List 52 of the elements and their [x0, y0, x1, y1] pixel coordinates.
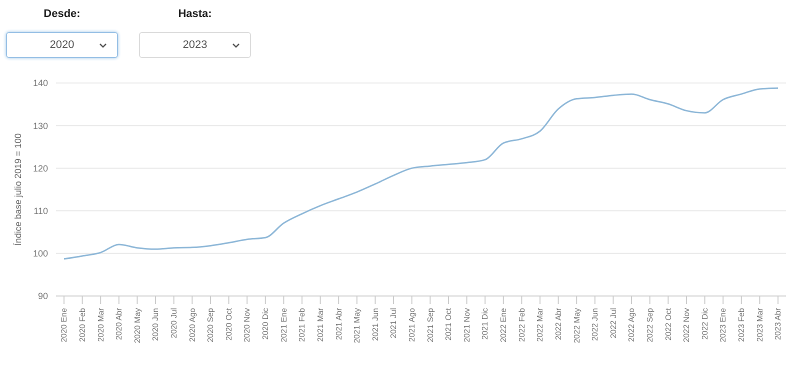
x-tick-label: 2022 Ago — [627, 307, 636, 342]
x-tick-label: 2023 Ene — [718, 307, 728, 342]
x-tick-label: 2021 Dic — [480, 308, 490, 340]
x-tick-label: 2020 May — [132, 308, 142, 344]
x-tick-label: 2021 Mar — [316, 308, 325, 342]
x-tick-label: 2021 Oct — [444, 307, 454, 340]
y-tick-label: 130 — [32, 120, 48, 131]
x-tick-label: 2021 May — [352, 308, 362, 344]
y-tick-label: 120 — [32, 163, 48, 174]
x-tick-label: 2022 Feb — [517, 307, 526, 342]
x-tick-label: 2022 Nov — [682, 308, 692, 342]
x-tick-label: 2023 Feb — [737, 307, 746, 342]
x-tick-label: 2020 Dic — [261, 308, 270, 340]
x-tick-label: 2021 Ene — [279, 307, 288, 342]
x-tick-label: 2021 Jul — [389, 308, 398, 338]
x-tick-label: 2022 May — [572, 308, 582, 344]
x-tick-label: 2021 Ago — [408, 307, 417, 342]
x-tick-label: 2022 Ene — [499, 307, 508, 342]
x-tick-label: 2021 Feb — [298, 307, 307, 342]
x-tick-label: 2022 Sep — [646, 307, 655, 342]
y-tick-label: 90 — [38, 291, 48, 302]
y-tick-label: 100 — [32, 248, 48, 259]
x-tick-label: 2021 Jun — [370, 308, 380, 341]
y-tick-label: 140 — [32, 78, 48, 88]
x-tick-label: 2020 Jul — [170, 308, 179, 338]
x-tick-label: 2021 Sep — [426, 307, 435, 342]
x-tick-label: 2022 Jul — [608, 308, 618, 338]
x-tick-label: 2022 Oct — [664, 307, 673, 340]
y-tick-label: 110 — [34, 206, 48, 216]
x-tick-label: 2023 Abr — [774, 308, 783, 340]
x-tick-label: 2020 Abr — [114, 308, 124, 340]
x-tick-label: 2020 Feb — [78, 307, 87, 342]
text: Hasta: — [177, 8, 213, 22]
x-tick-label: 2023 Mar — [755, 308, 764, 342]
y-axis-title: Índice base julio 2019 = 100 — [13, 133, 24, 246]
line-series — [63, 87, 779, 260]
x-tick-label: 2020 Ene — [60, 307, 69, 342]
x-tick-label: 2020 Jun — [151, 308, 160, 341]
x-tick-label: 2020 Ago — [188, 307, 197, 342]
x-tick-label: 2020 Oct — [224, 307, 234, 340]
dropdown-field: 2023 — [139, 32, 251, 58]
x-tick-label: 2022 Dic — [700, 308, 710, 340]
x-tick-label: 2021 Nov — [462, 308, 472, 342]
x-tick-label: 2022 Mar — [536, 308, 545, 342]
x-tick-label: 2022 Jun — [590, 308, 600, 341]
x-tick-label: 2020 Nov — [242, 308, 252, 342]
x-tick-label: 2020 Sep — [206, 307, 216, 342]
x-tick-label: 2021 Abr — [334, 308, 344, 340]
dropdown-field: 2020 — [6, 32, 118, 58]
x-tick-label: 2022 Abr — [554, 308, 563, 340]
text: Desde: — [42, 8, 82, 22]
x-tick-label: 2020 Mar — [96, 308, 106, 342]
